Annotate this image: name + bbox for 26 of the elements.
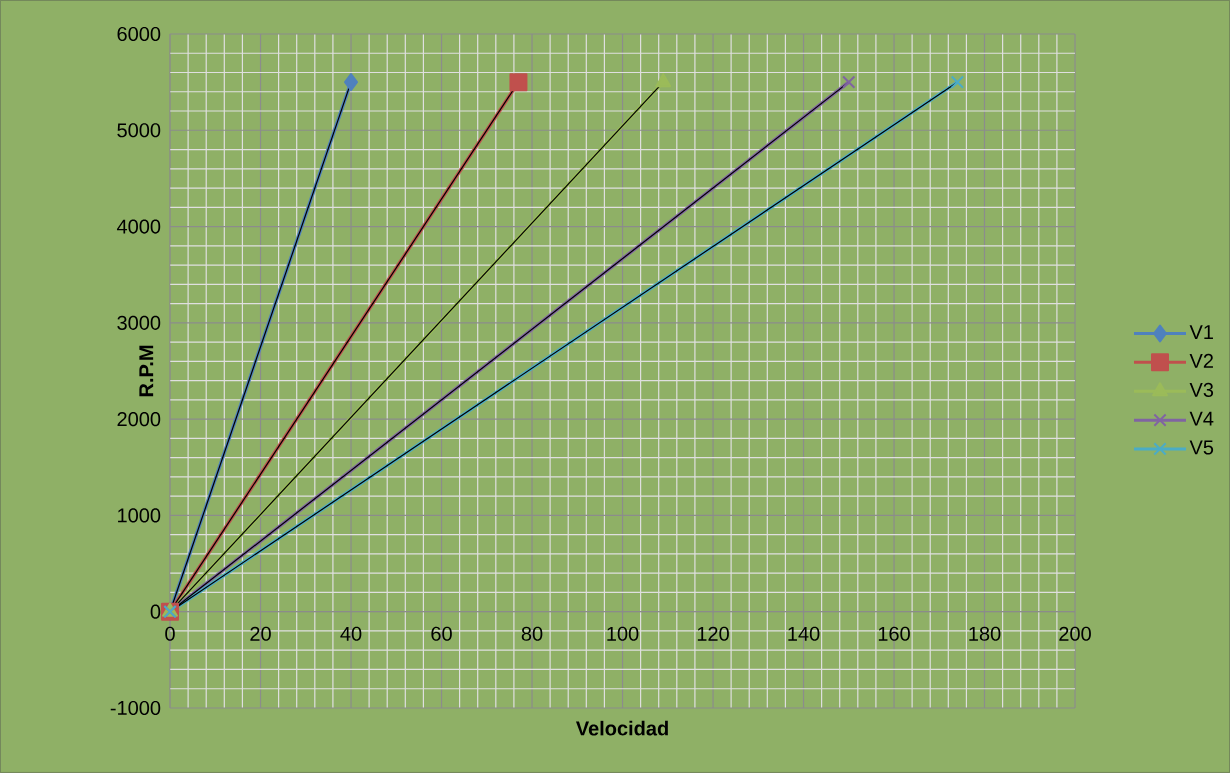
y-tick-label: 4000 [116,219,161,234]
legend-label: V1 [1189,325,1213,339]
x-tick-label: 0 [165,626,175,641]
x-tick-label: 140 [788,626,820,641]
legend-label: V3 [1189,382,1214,397]
x-tick-label: 20 [250,626,271,641]
x-tick-label: 160 [878,626,910,641]
y-tick-label: 1000 [118,508,161,523]
y-axis-title: R.P.M [139,345,154,397]
legend-label: V2 [1189,353,1213,368]
legend-label: V4 [1189,411,1214,426]
y-tick-label: 3000 [117,315,161,330]
x-tick-label: 180 [969,626,1001,641]
y-tick-label: 6000 [117,26,161,42]
x-tick-label: 200 [1059,626,1091,641]
x-tick-label: 60 [431,626,452,641]
x-tick-label: 120 [697,626,729,641]
x-axis-title: Velocidad [575,720,668,736]
x-tick-label: 100 [607,626,639,641]
x-tick-label: 40 [340,626,362,641]
x-tick-label: 80 [521,626,543,641]
y-tick-label: -1000 [110,700,161,716]
y-tick-label: 2000 [117,412,161,427]
legend-label: V5 [1189,440,1214,455]
y-tick-label: 5000 [117,123,161,138]
y-tick-label: 0 [150,604,161,619]
